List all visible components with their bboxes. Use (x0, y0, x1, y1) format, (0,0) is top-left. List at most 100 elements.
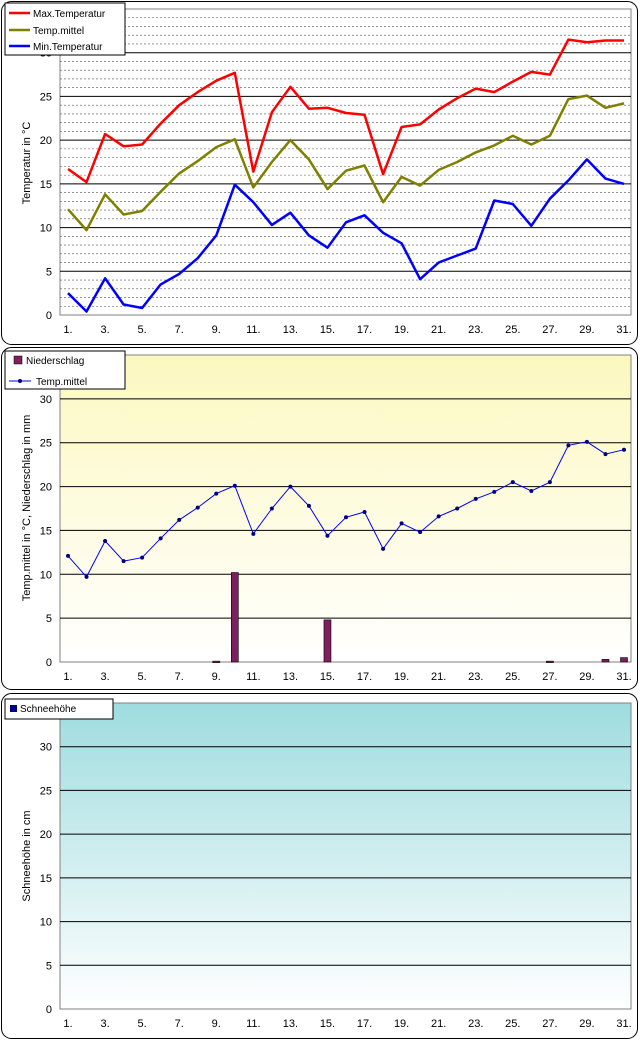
temp-point (455, 506, 460, 511)
legend-box (4, 350, 126, 390)
y-axis-label: Temperatur in °C (21, 122, 33, 205)
temp-point (381, 546, 386, 551)
temp-point (251, 531, 256, 536)
bar (546, 660, 554, 663)
temp-point (529, 488, 534, 493)
y-axis-label: Temp.mittel in °C, Niederschlag in mm (21, 415, 33, 602)
x-tick-label: 17. (357, 324, 372, 336)
x-tick-label: 17. (357, 1018, 372, 1030)
y-tick-label: 0 (46, 657, 52, 669)
y-tick-label: 25 (40, 785, 52, 797)
x-tick-label: 5. (138, 1018, 147, 1030)
x-tick-label: 19. (394, 671, 409, 683)
temp-point (622, 447, 626, 452)
x-tick-label: 21. (431, 1018, 446, 1030)
x-axis-ticks: 1. 3. 5. 7. 9. 11. 13. 15. 17. 19. 21. 23. 25. 27. 29.… (63, 1018, 631, 1030)
y-tick-label: 30 (40, 742, 52, 754)
legend: Niederschlag Temp.mittel (4, 350, 126, 390)
temp-point (344, 515, 348, 520)
x-tick-label: 21. (431, 671, 446, 683)
temp-point (547, 480, 552, 485)
temp-point (158, 536, 163, 541)
x-tick-label: 7. (175, 324, 184, 336)
x-tick-label: 7. (175, 671, 184, 683)
temp-point (399, 521, 404, 526)
x-tick-label: 9. (212, 1018, 221, 1030)
legend-swatch-precip (13, 355, 23, 365)
y-tick-label: 20 (40, 829, 52, 841)
precipitation-chart-panel: 0 5 10 15 20 25 30 1. 3. 5. 7. 9. 11. 13. 15. 17. 19. 21… (1, 347, 638, 690)
x-tick-label: 19. (394, 1018, 409, 1030)
y-tick-label: 25 (40, 438, 52, 450)
x-tick-label: 31. (616, 1018, 631, 1030)
bar (323, 619, 332, 663)
x-tick-label: 13. (283, 1018, 298, 1030)
plot-area (59, 354, 632, 663)
temp-point (325, 533, 330, 538)
temp-point (418, 530, 423, 535)
y-axis-ticks: 0 5 10 15 20 25 30 (40, 742, 52, 1016)
bar (231, 572, 239, 663)
temp-point (603, 452, 608, 457)
x-tick-label: 5. (138, 324, 147, 336)
grid-lines (60, 17, 631, 307)
plot-area (59, 702, 632, 1010)
x-tick-label: 25. (505, 324, 520, 336)
temp-point (510, 480, 515, 485)
x-axis-ticks: 1. 3. 5. 7. 9. 11. 13. 15. 17. 19. 21. 23. 25. 27. 29.… (63, 324, 631, 336)
x-tick-label: 9. (212, 324, 221, 336)
x-tick-label: 27. (542, 1018, 557, 1030)
temp-point (177, 517, 182, 522)
y-tick-label: 15 (40, 873, 52, 885)
x-tick-label: 7. (175, 1018, 184, 1030)
legend: Schneehöhe (4, 698, 114, 720)
x-tick-label: 5. (138, 671, 147, 683)
y-tick-label: 5 (46, 266, 52, 278)
x-tick-label: 15. (320, 671, 335, 683)
x-tick-label: 1. (63, 324, 72, 336)
plot-area (59, 8, 632, 316)
x-tick-label: 15. (320, 1018, 335, 1030)
y-tick-label: 20 (40, 135, 52, 147)
y-tick-label: 30 (40, 394, 52, 406)
x-tick-label: 31. (616, 671, 631, 683)
y-tick-label: 0 (46, 1004, 52, 1016)
series-lines (67, 38, 625, 313)
x-tick-label: 1. (63, 1018, 72, 1030)
temp-point (84, 574, 89, 579)
x-tick-label: 23. (468, 1018, 483, 1030)
x-tick-label: 21. (431, 324, 446, 336)
temp-point (492, 489, 497, 494)
x-tick-label: 25. (505, 671, 520, 683)
temp-point (584, 439, 589, 444)
temp-point (306, 503, 311, 508)
legend-label-precip: Niederschlag (26, 356, 84, 367)
x-tick-label: 9. (212, 671, 221, 683)
x-tick-label: 31. (616, 324, 631, 336)
precipitation-bars (212, 572, 628, 663)
x-tick-label: 3. (100, 324, 109, 336)
y-tick-label: 15 (40, 525, 52, 537)
x-axis-ticks: 1. 3. 5. 7. 9. 11. 13. 15. 17. 19. 21. 23. 25. 27. 29.… (63, 671, 631, 683)
y-axis-label: Schneehöhe in cm (21, 810, 33, 901)
y-tick-label: 5 (46, 613, 52, 625)
temp-point (66, 553, 70, 558)
temp-point (195, 505, 200, 510)
temp-point (566, 443, 571, 448)
x-tick-label: 15. (320, 324, 335, 336)
temp-point (436, 514, 441, 519)
legend-label-max: Max.Temperatur (33, 9, 106, 20)
series-line-Min.Temperatur (67, 158, 625, 313)
legend-label-temp: Temp.mittel (36, 377, 87, 388)
x-tick-label: 3. (100, 671, 109, 683)
y-tick-label: 20 (40, 482, 52, 494)
temp-point (214, 491, 219, 496)
snow-chart-panel: 0 5 10 15 20 25 30 1. 3. 5. 7. 9. 11. 13. 15. 17. 19. 21… (1, 693, 638, 1039)
x-tick-label: 11. (246, 671, 260, 683)
bar (212, 660, 221, 663)
x-tick-label: 11. (246, 324, 260, 336)
series-line-Max.Temperatur (67, 38, 624, 184)
legend-label-min: Min.Temperatur (33, 42, 103, 53)
